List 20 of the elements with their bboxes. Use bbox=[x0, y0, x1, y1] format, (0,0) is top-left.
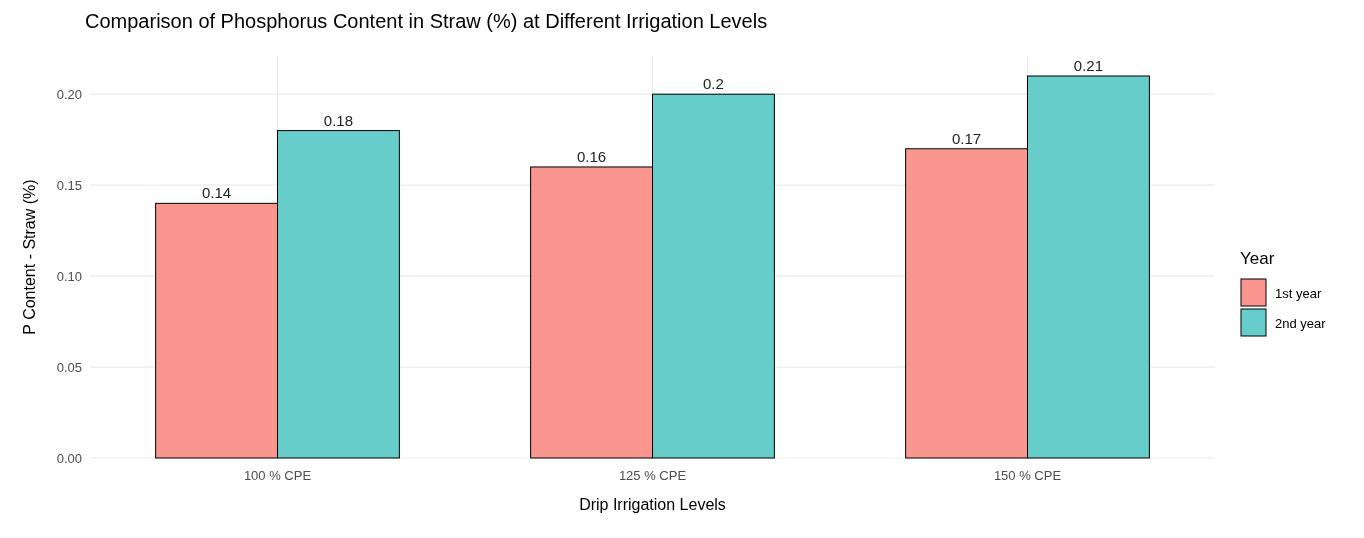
legend-label: 1st year bbox=[1275, 285, 1322, 301]
y-tick-label: 0.20 bbox=[56, 86, 82, 102]
data-label: 0.21 bbox=[1073, 57, 1104, 75]
x-tick-label: 125 % CPE bbox=[618, 468, 687, 483]
y-tick-label: 0.05 bbox=[56, 359, 82, 375]
x-tick-label: 150 % CPE bbox=[993, 468, 1062, 483]
data-label: 0.14 bbox=[201, 184, 232, 202]
x-tick-label: 100 % CPE bbox=[243, 468, 312, 483]
chart-title: Comparison of Phosphorus Content in Straw (%) at Different Irrigation Levels bbox=[85, 10, 768, 32]
y-axis-title: P Content - Straw (%) bbox=[21, 179, 38, 335]
legend-label: 2nd year bbox=[1275, 315, 1327, 331]
y-tick-label: 0.15 bbox=[56, 177, 82, 193]
x-axis-title: Drip Irrigation Levels bbox=[579, 496, 726, 513]
data-label: 0.16 bbox=[576, 147, 607, 165]
legend-title: Year bbox=[1240, 249, 1275, 268]
data-label: 0.2 bbox=[703, 75, 724, 93]
y-tick-label: 0.00 bbox=[56, 450, 82, 466]
data-label: 0.18 bbox=[323, 111, 354, 129]
data-label: 0.17 bbox=[951, 129, 982, 147]
y-tick-label: 0.10 bbox=[56, 268, 82, 284]
